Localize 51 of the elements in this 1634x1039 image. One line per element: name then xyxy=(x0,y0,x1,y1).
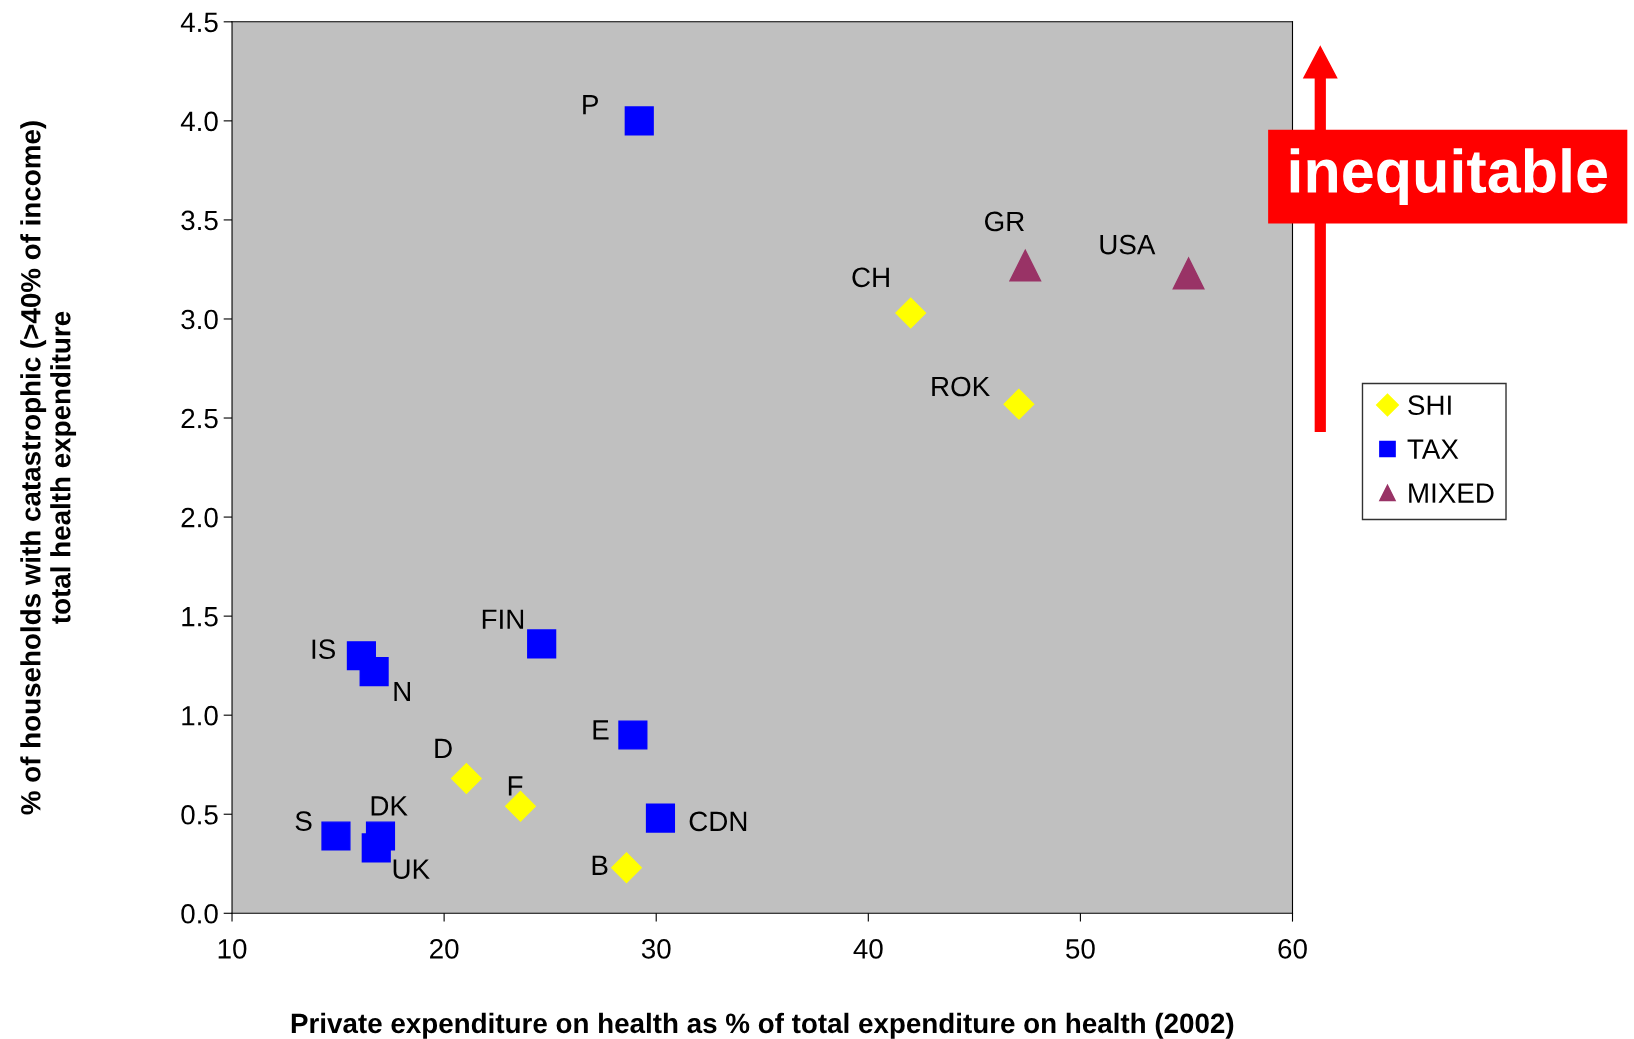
y-tick-label: 0.5 xyxy=(181,804,218,825)
x-tick-label: 40 xyxy=(853,939,883,959)
y-tick-label: 3.5 xyxy=(181,210,218,231)
annotation: IS xyxy=(312,639,335,660)
point xyxy=(1003,388,1035,420)
x-tick-label: 60 xyxy=(1278,939,1307,959)
annotation: F xyxy=(508,776,523,796)
y-axis-title: % of households with catastrophic (>40% of income) total health expenditure xyxy=(20,121,77,815)
point xyxy=(611,852,642,884)
point xyxy=(624,106,654,136)
legend-label: TAX xyxy=(1407,439,1459,459)
x-axis-title: Private expenditure on health as % of total expenditure on health (2002) xyxy=(291,1012,1234,1039)
y-tick-label: 2.5 xyxy=(181,408,218,429)
point xyxy=(895,297,927,329)
annotation: CDN xyxy=(689,811,747,832)
annotation: GR xyxy=(984,211,1024,232)
point xyxy=(1009,249,1042,282)
annotation: DK xyxy=(371,796,408,816)
point xyxy=(450,763,482,794)
annotation: UK xyxy=(393,859,430,879)
annotation: CH xyxy=(852,267,889,288)
y-tick-label: 0.0 xyxy=(181,903,218,924)
legend-label: SHI xyxy=(1408,395,1451,416)
point xyxy=(361,833,391,863)
annotation: USA xyxy=(1100,234,1156,255)
point xyxy=(527,629,557,659)
annotation: S xyxy=(295,811,312,831)
x-tick-label: 50 xyxy=(1066,939,1095,959)
legend-label: MIXED xyxy=(1409,483,1494,503)
annotation: E xyxy=(593,720,609,740)
point xyxy=(1172,257,1205,290)
point xyxy=(645,803,676,833)
point xyxy=(618,720,648,750)
y-tick-label: 1.0 xyxy=(182,705,218,726)
annotation: N xyxy=(394,681,410,701)
annotation: B xyxy=(592,855,608,875)
annotation: P xyxy=(583,95,598,115)
y-tick-label: 4.0 xyxy=(180,111,218,132)
point xyxy=(359,657,389,687)
annotation: FIN xyxy=(482,609,524,629)
y-tick-label: 2.0 xyxy=(181,507,218,528)
y-tick-label: 1.5 xyxy=(182,607,218,627)
y-tick-label: 4.5 xyxy=(180,12,218,33)
x-tick-label: 10 xyxy=(218,939,247,959)
x-tick-label: 20 xyxy=(430,939,459,959)
y-tick-label: 3.0 xyxy=(181,309,218,330)
annotation: D xyxy=(435,738,452,758)
annotation: inequitable xyxy=(1290,148,1607,206)
x-tick-label: 30 xyxy=(641,939,671,959)
annotation: ROK xyxy=(932,376,990,397)
point xyxy=(321,821,351,851)
